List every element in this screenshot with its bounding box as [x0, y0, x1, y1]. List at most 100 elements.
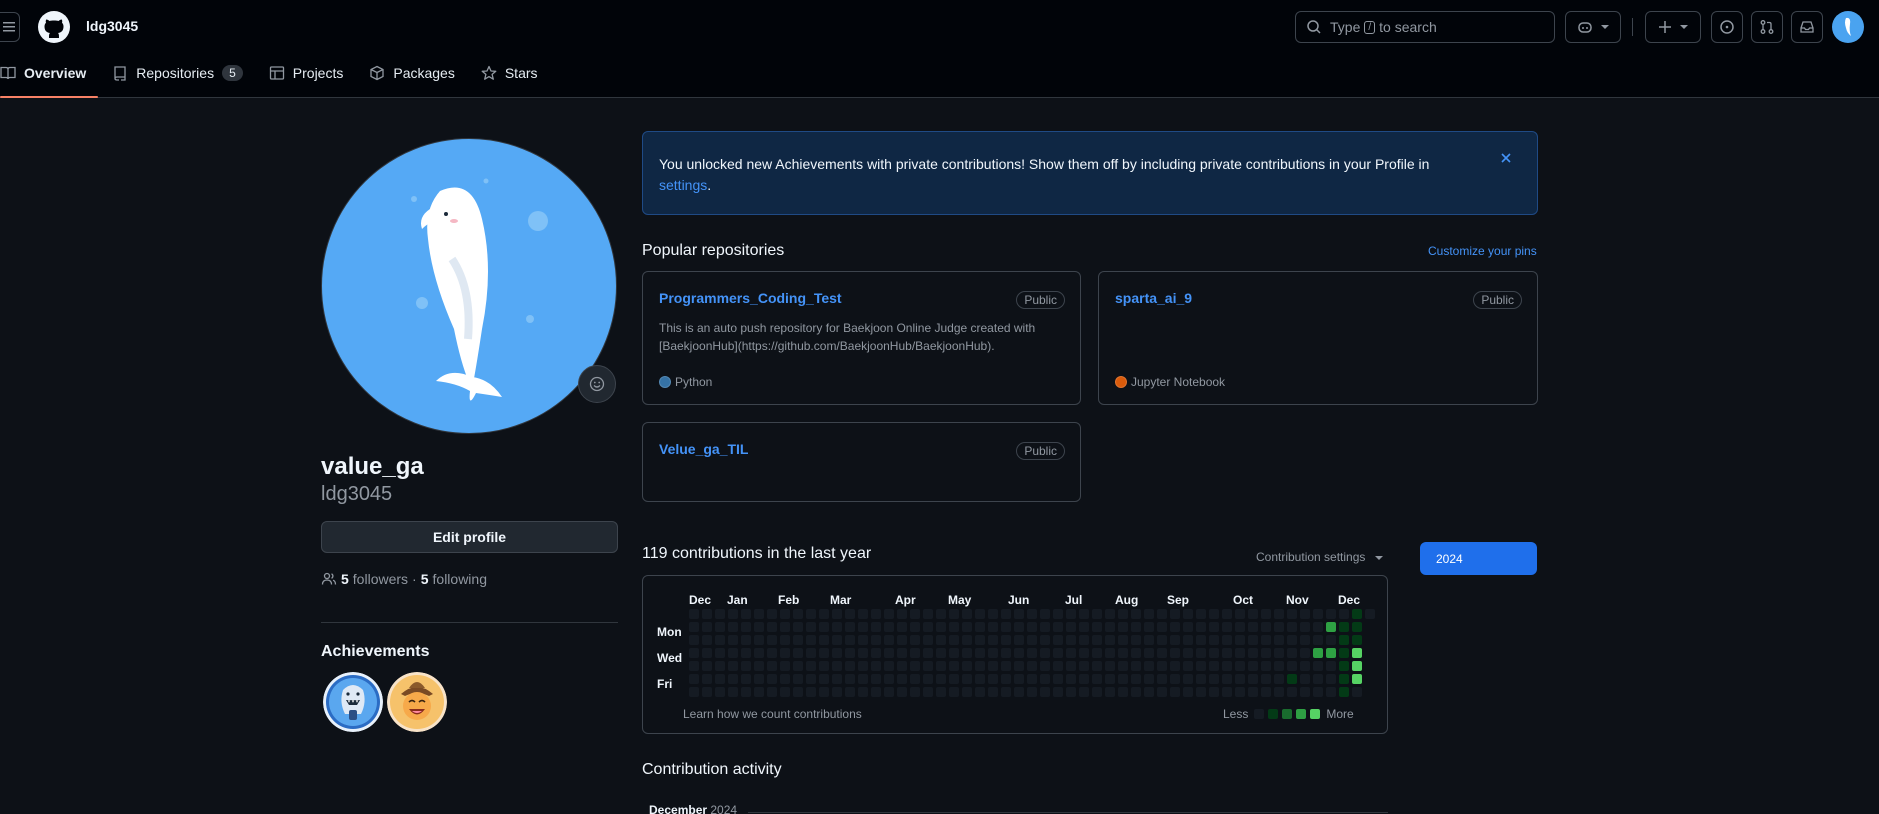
contribution-cell[interactable] — [741, 687, 751, 697]
contribution-cell[interactable] — [1300, 674, 1310, 684]
contribution-cell[interactable] — [1261, 674, 1271, 684]
contribution-cell[interactable] — [1079, 609, 1089, 619]
contribution-cell[interactable] — [1092, 648, 1102, 658]
contribution-cell[interactable] — [715, 674, 725, 684]
contribution-cell[interactable] — [689, 661, 699, 671]
contribution-cell[interactable] — [780, 661, 790, 671]
contribution-cell[interactable] — [1118, 609, 1128, 619]
contribution-cell[interactable] — [1014, 635, 1024, 645]
contribution-cell[interactable] — [1300, 609, 1310, 619]
contribution-cell[interactable] — [1014, 648, 1024, 658]
user-avatar-button[interactable] — [1832, 11, 1864, 43]
contribution-cell[interactable] — [728, 661, 738, 671]
tab-projects[interactable]: Projects — [269, 60, 356, 98]
contribution-cell[interactable] — [715, 648, 725, 658]
contribution-cell[interactable] — [923, 622, 933, 632]
contribution-cell[interactable] — [858, 622, 868, 632]
contribution-cell[interactable] — [1326, 648, 1336, 658]
contribution-cell[interactable] — [923, 661, 933, 671]
contribution-cell[interactable] — [1339, 661, 1349, 671]
contribution-cell[interactable] — [1053, 622, 1063, 632]
contribution-cell[interactable] — [1196, 635, 1206, 645]
contribution-cell[interactable] — [1131, 622, 1141, 632]
contribution-cell[interactable] — [988, 635, 998, 645]
contribution-cell[interactable] — [910, 622, 920, 632]
contribution-cell[interactable] — [1248, 609, 1258, 619]
contribution-cell[interactable] — [793, 648, 803, 658]
contribution-cell[interactable] — [1157, 609, 1167, 619]
contribution-cell[interactable] — [1066, 687, 1076, 697]
contribution-cell[interactable] — [897, 648, 907, 658]
contribution-cell[interactable] — [1079, 635, 1089, 645]
contribution-cell[interactable] — [780, 687, 790, 697]
pull-requests-button[interactable] — [1751, 11, 1783, 43]
contribution-cell[interactable] — [1326, 622, 1336, 632]
contribution-cell[interactable] — [1300, 648, 1310, 658]
contribution-cell[interactable] — [1066, 674, 1076, 684]
contribution-cell[interactable] — [1170, 622, 1180, 632]
contribution-cell[interactable] — [1209, 622, 1219, 632]
contribution-cell[interactable] — [1040, 687, 1050, 697]
contribution-cell[interactable] — [1209, 635, 1219, 645]
contribution-cell[interactable] — [962, 674, 972, 684]
contribution-cell[interactable] — [936, 674, 946, 684]
contribution-cell[interactable] — [1222, 674, 1232, 684]
contribution-cell[interactable] — [832, 687, 842, 697]
contribution-cell[interactable] — [1248, 648, 1258, 658]
contribution-cell[interactable] — [936, 622, 946, 632]
achievements-title[interactable]: Achievements — [321, 643, 430, 660]
contribution-cell[interactable] — [1222, 648, 1232, 658]
contribution-cell[interactable] — [1209, 687, 1219, 697]
contribution-cell[interactable] — [1313, 609, 1323, 619]
contribution-cell[interactable] — [1222, 609, 1232, 619]
contribution-cell[interactable] — [1105, 635, 1115, 645]
contribution-cell[interactable] — [1183, 622, 1193, 632]
contribution-cell[interactable] — [806, 674, 816, 684]
contribution-cell[interactable] — [988, 622, 998, 632]
contribution-cell[interactable] — [793, 609, 803, 619]
contribution-cell[interactable] — [754, 661, 764, 671]
contribution-cell[interactable] — [1131, 635, 1141, 645]
contribution-cell[interactable] — [1079, 661, 1089, 671]
contribution-cell[interactable] — [1248, 661, 1258, 671]
achievement-badge-pull-shark[interactable] — [323, 672, 383, 732]
contribution-cell[interactable] — [910, 609, 920, 619]
contribution-cell[interactable] — [832, 635, 842, 645]
contribution-cell[interactable] — [702, 674, 712, 684]
contribution-cell[interactable] — [1235, 635, 1245, 645]
contribution-cell[interactable] — [1131, 648, 1141, 658]
contribution-cell[interactable] — [858, 661, 868, 671]
contribution-cell[interactable] — [1001, 609, 1011, 619]
contribution-cell[interactable] — [1326, 609, 1336, 619]
contribution-cell[interactable] — [1001, 661, 1011, 671]
contribution-cell[interactable] — [1339, 622, 1349, 632]
contribution-cell[interactable] — [728, 609, 738, 619]
contribution-cell[interactable] — [1287, 648, 1297, 658]
contribution-cell[interactable] — [793, 622, 803, 632]
contribution-cell[interactable] — [1274, 609, 1284, 619]
contribution-cell[interactable] — [806, 609, 816, 619]
contribution-cell[interactable] — [1170, 687, 1180, 697]
contribution-cell[interactable] — [1053, 635, 1063, 645]
contribution-cell[interactable] — [871, 635, 881, 645]
customize-pins-link[interactable]: Customize your pins — [1428, 244, 1537, 258]
contribution-cell[interactable] — [936, 635, 946, 645]
contribution-cell[interactable] — [780, 622, 790, 632]
contribution-cell[interactable] — [949, 661, 959, 671]
contribution-cell[interactable] — [1339, 635, 1349, 645]
contribution-cell[interactable] — [741, 648, 751, 658]
contribution-cell[interactable] — [949, 622, 959, 632]
contribution-cell[interactable] — [923, 687, 933, 697]
contribution-cell[interactable] — [819, 674, 829, 684]
contribution-cell[interactable] — [1196, 648, 1206, 658]
contribution-cell[interactable] — [1131, 609, 1141, 619]
contribution-cell[interactable] — [871, 609, 881, 619]
contribution-cell[interactable] — [1352, 661, 1362, 671]
contribution-cell[interactable] — [741, 635, 751, 645]
contribution-cell[interactable] — [1001, 674, 1011, 684]
contribution-cell[interactable] — [1352, 648, 1362, 658]
contribution-cell[interactable] — [715, 622, 725, 632]
contribution-cell[interactable] — [832, 661, 842, 671]
contribution-cell[interactable] — [1053, 687, 1063, 697]
contribution-cell[interactable] — [754, 622, 764, 632]
